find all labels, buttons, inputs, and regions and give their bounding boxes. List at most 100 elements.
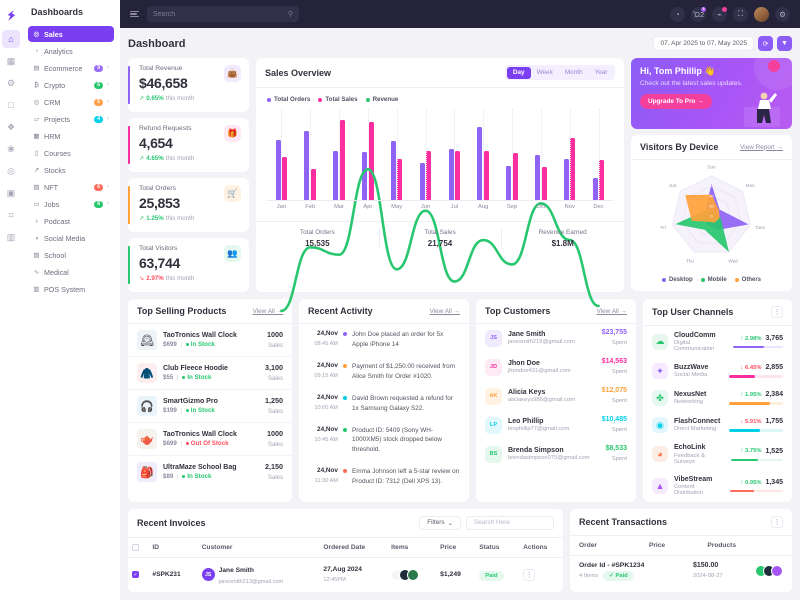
channel-row[interactable]: ◉ FlashConnect Direct Marketing ↓ 5.91% … (643, 412, 792, 439)
customer-row[interactable]: JS Jane Smith janesmith215@gmail.com $23… (476, 324, 636, 352)
range-segmented-control[interactable]: Day Week Month Year (505, 65, 615, 80)
sidebar-item-crypto[interactable]: ₿ Crypto 6 › (28, 77, 114, 93)
avatar[interactable] (754, 6, 769, 22)
channel-row[interactable]: ✤ NexusNet Networking ↑ 1.95% 2,384 (643, 385, 792, 412)
channel-metrics: ↑ 0.95% 1,345 (729, 479, 783, 493)
stat-card[interactable]: .stat:nth-of-type(4)::before{background:… (128, 238, 249, 292)
sidebar-item-projects[interactable]: ▱ Projects 4 › (28, 111, 114, 127)
product-row[interactable]: 🎧 SmartGizmo Pro $199 In Stock 1,250 Sal… (128, 389, 292, 422)
apps-icon[interactable]: ▦ (6, 55, 16, 66)
filters-button[interactable]: Filters ⌄ (419, 515, 461, 530)
transaction-items: 4 Items (579, 572, 599, 579)
layout-icon[interactable]: ▥ (6, 231, 16, 242)
analytics-icon[interactable]: ⌗ (8, 209, 14, 220)
chat-icon[interactable]: ▣ (6, 187, 16, 198)
sidebar-item-nft[interactable]: ▧ NFT 6 › (28, 179, 114, 195)
channel-desc: Content Distribution (674, 484, 703, 496)
gift-icon[interactable]: ❀ (7, 143, 15, 154)
range-month[interactable]: Month (564, 69, 583, 76)
gridline (310, 109, 312, 201)
bell-icon[interactable]: ⌁ (712, 6, 727, 22)
sidebar-item-ecommerce[interactable]: ▤ Ecommerce 9 › (28, 60, 114, 76)
compass-icon[interactable]: ◎ (7, 165, 15, 176)
invoice-actions-cell[interactable]: ⋮ (519, 557, 563, 592)
widgets-icon[interactable]: ❖ (6, 121, 16, 132)
avatar: JS (201, 568, 215, 581)
channel-row[interactable]: ▲ VibeStream Content Distribution ↑ 0.95… (643, 470, 792, 502)
customer-row[interactable]: BS Brenda Simpson brendasimpson075@gmail… (476, 440, 636, 468)
product-sales-count: 1,250 (265, 396, 283, 405)
stat-card[interactable]: .stat:nth-of-type(3)::before{background:… (128, 178, 249, 232)
row-checkbox-cell[interactable] (128, 557, 148, 592)
more-vertical-icon[interactable]: ⋮ (771, 515, 783, 528)
cart-icon[interactable]: Ὥ2 5 (691, 6, 706, 22)
badge: 5 (701, 6, 706, 12)
sidebar-item-school[interactable]: ▨ School (28, 247, 114, 263)
sidebar-item-social-media[interactable]: ◑ Social Media (28, 230, 114, 246)
sidebar-item-courses[interactable]: ▯ Courses (28, 145, 114, 161)
channel-logo-icon: ◉ (652, 417, 668, 433)
bar-total-sales (339, 119, 345, 201)
channel-row[interactable]: ✦ BuzzWave Social Media ↓ 6.45% 2,855 (643, 358, 792, 385)
checkbox[interactable] (132, 543, 139, 551)
product-row[interactable]: 🕰 TaoTronics Wall Clock $699 In Stock 10… (128, 324, 292, 356)
gridline (454, 109, 456, 201)
activity-time: 24,Nov 10:45 AM (308, 426, 338, 456)
product-row[interactable]: 🧥 Club Fleece Hoodie $55 In Stock 3,100 … (128, 356, 292, 389)
more-vertical-icon[interactable]: ⋮ (523, 568, 536, 581)
sidebar-item-sales[interactable]: ◎ Sales (28, 26, 114, 42)
transactions-col-header: Products (703, 534, 792, 556)
invoices-search[interactable] (466, 515, 554, 530)
view-report-link[interactable]: View Report → (740, 143, 783, 151)
channel-row[interactable]: ◕ EchoLink Feedback & Surveys ↑ 3.75% 1,… (643, 439, 792, 471)
product-row[interactable]: 🎒 UltraMaze School Bag $89 In Stock 2,15… (128, 455, 292, 488)
globe-icon[interactable]: ◔ (670, 6, 685, 22)
sidebar-item-crm[interactable]: ◎ CRM 5 › (28, 94, 114, 110)
upgrade-to-pro-button[interactable]: Upgrade To Pro → (640, 94, 712, 109)
refresh-icon[interactable]: ⟳ (758, 36, 773, 51)
sidebar-item-hrm[interactable]: ▦ HRM (28, 128, 114, 144)
sidebar-item-analytics[interactable]: ◔ Analytics (28, 43, 114, 59)
range-week[interactable]: Week (536, 69, 553, 76)
separator (177, 473, 179, 480)
sidebar-item-label: NFT (44, 182, 58, 192)
more-vertical-icon[interactable]: ⋮ (771, 306, 783, 318)
hamburger-icon[interactable] (130, 10, 139, 18)
filter-icon[interactable]: ▼ (777, 36, 792, 51)
home-icon[interactable]: ⌂ (2, 30, 20, 48)
sidebar-item-podcast[interactable]: ♁ Podcast (28, 213, 114, 229)
view-all-link[interactable]: View All → (596, 307, 627, 315)
range-year[interactable]: Year (594, 69, 608, 76)
file-icon[interactable]: □ (8, 100, 14, 110)
channel-trend: ↓ 5.91% (740, 418, 762, 425)
gear-icon[interactable]: ⚙ (775, 6, 790, 22)
channel-row[interactable]: ☁ CloudComm Digital Communication ↑ 2.98… (643, 326, 792, 358)
product-sales: 3,100 Sales (265, 363, 283, 383)
sidebar-item-medical[interactable]: ∿ Medical (28, 264, 114, 280)
transaction-row[interactable]: Order Id - #SPK1234 4 Items ✓ Paid $150.… (570, 556, 792, 587)
view-all-link[interactable]: View All → (429, 307, 460, 315)
stat-card[interactable]: .stat:nth-of-type(1)::before{background:… (128, 58, 249, 112)
sidebar-item-pos-system[interactable]: ▥ POS System (28, 281, 114, 297)
search-input[interactable] (153, 10, 284, 18)
sidebar-item-stocks[interactable]: ↗ Stocks (28, 162, 114, 178)
customer-row[interactable]: AK Alicia Keys aliciakeys986@gmail.com $… (476, 382, 636, 410)
customer-row[interactable]: LP Leo Phillip leophillip77@gmail.com $1… (476, 411, 636, 439)
checkbox[interactable] (132, 571, 139, 578)
range-day[interactable]: Day (506, 66, 531, 79)
fullscreen-icon[interactable]: ⛶ (733, 6, 748, 22)
search-box[interactable]: ⚲ (147, 6, 299, 22)
table-row[interactable]: #SPK231 JS Jane Smith janesmith213@gmail… (128, 557, 563, 592)
invoices-search-input[interactable] (474, 519, 546, 526)
settings-icon[interactable]: ⚙ (6, 77, 16, 88)
product-row[interactable]: 🫖 TaoTronics Wall Clock $699 Out Of Stoc… (128, 422, 292, 455)
top-user-channels-card: Top User Channels ⋮ ☁ CloudComm Digital … (643, 299, 792, 502)
view-all-link[interactable]: View All → (252, 307, 283, 315)
top-products-header: Top Selling Products View All → (128, 299, 292, 323)
date-range-picker[interactable]: 07, Apr 2025 to 07, May 2025 (653, 36, 754, 51)
sidebar-item-jobs[interactable]: ▭ Jobs 8 › (28, 196, 114, 212)
stat-card[interactable]: .stat:nth-of-type(2)::before{background:… (128, 118, 249, 172)
logo-icon[interactable] (0, 4, 22, 26)
invoices-select-all[interactable] (128, 536, 149, 558)
customer-row[interactable]: JD Jhon Doe jhondoe431@gmail.com $14,563… (476, 353, 636, 381)
